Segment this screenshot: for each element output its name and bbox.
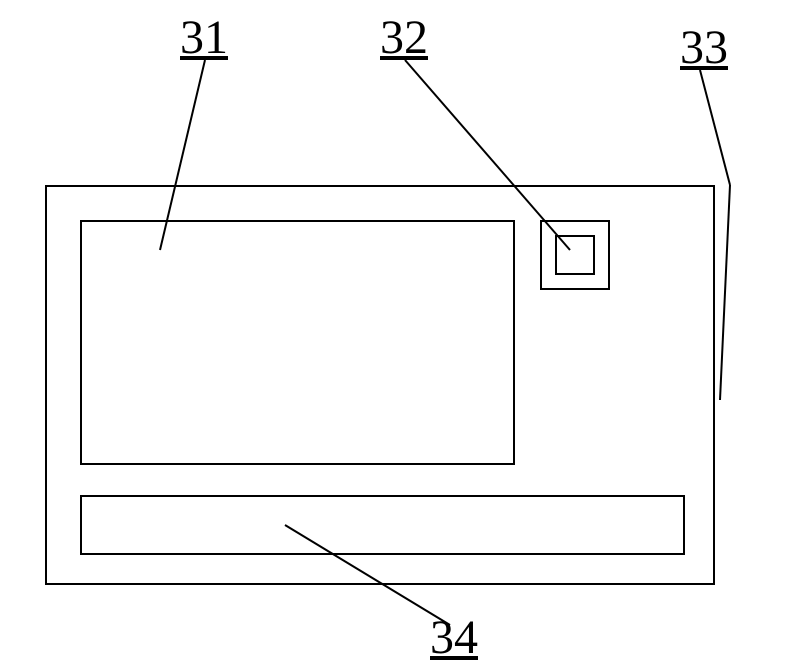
label-34: 34 — [430, 610, 478, 665]
bottom-bar-34 — [80, 495, 685, 555]
label-31: 31 — [180, 10, 228, 65]
small-box-inner-32 — [555, 235, 595, 275]
leader-33-a — [700, 70, 730, 185]
label-33: 33 — [680, 20, 728, 75]
leader-33-b — [720, 185, 730, 400]
main-rect-31 — [80, 220, 515, 465]
label-32: 32 — [380, 10, 428, 65]
